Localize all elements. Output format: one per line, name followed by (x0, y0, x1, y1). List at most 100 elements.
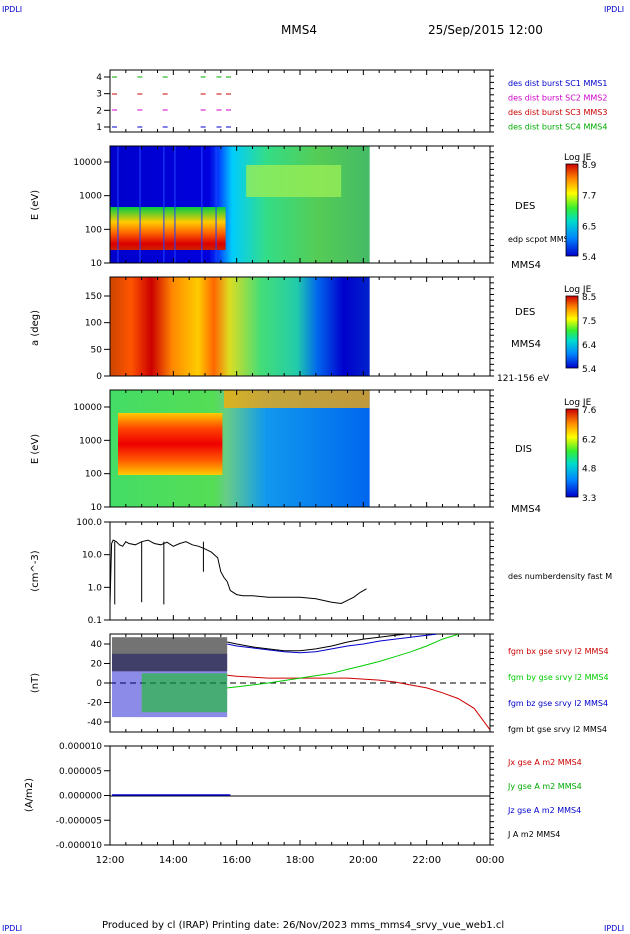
des-energy-colorbar-label: 6.5 (582, 222, 596, 232)
burst-ytick-label: 3 (96, 90, 102, 100)
density-ylabel: (cm^-3) (30, 550, 41, 591)
current-legend-entry: Jx gse A m2 MMS4 (507, 758, 582, 767)
des-energy-ytick-label: 10000 (73, 158, 102, 168)
des-pitch-ytick-label: 0 (96, 372, 102, 382)
corner-label-bottom-left: IPDLI (2, 924, 22, 933)
time-axis-label: 18:00 (286, 855, 315, 866)
current-ylabel: (A/m2) (24, 778, 35, 812)
time-axis-label: 12:00 (96, 855, 125, 866)
des-pitch-ytick-label: 50 (91, 345, 103, 355)
corner-label-top-right: IPDLI (604, 5, 624, 14)
dis-energy-colorbar-title: Log JE (564, 398, 592, 408)
fgm-ytick-label: 20 (91, 660, 103, 670)
des-energy-band (110, 207, 226, 250)
fgm-series (227, 633, 437, 654)
corner-label-bottom-right: IPDLI (604, 924, 624, 933)
density-ytick-label: 10.0 (82, 551, 102, 561)
dis-energy-top-band (224, 390, 370, 408)
des-energy-ytick-label: 100 (85, 225, 102, 235)
datetime-title: 25/Sep/2015 12:00 (428, 23, 543, 37)
des-energy-hot-region (246, 165, 342, 197)
current-ytick-label: -0.000010 (56, 841, 102, 851)
dis-energy-bottom-label: MMS4 (511, 504, 541, 515)
des-energy-bottom-label: MMS4 (511, 260, 541, 271)
density-series (109, 539, 367, 605)
des-energy-colorbar-title: Log JE (564, 153, 592, 163)
time-axis-label: 22:00 (412, 855, 441, 866)
time-axis-label: 16:00 (222, 855, 251, 866)
burst-ytick-label: 4 (96, 73, 102, 83)
dis-energy-band (118, 413, 223, 475)
density-legend: des numberdensity fast M (508, 572, 612, 581)
burst-legend-entry: des dist burst SC1 MMS1 (508, 79, 607, 88)
des-pitch-colorbar-title: Log JE (564, 285, 592, 295)
burst-legend-entry: des dist burst SC4 MMS4 (508, 123, 607, 132)
time-axis-label: 20:00 (349, 855, 378, 866)
fgm-noise-by (141, 673, 228, 713)
des-energy-aux-label: edp scpot MMS4 (508, 235, 574, 244)
fgm-series (227, 633, 459, 689)
burst-legend-entry: des dist burst SC3 MMS3 (508, 108, 607, 117)
footer-text: Produced by cl (IRAP) Printing date: 26/… (102, 920, 504, 931)
dis-energy-colorbar-label: 4.8 (582, 465, 597, 475)
current-ytick-label: 0.000010 (59, 742, 102, 752)
dis-energy-ytick-label: 100 (85, 470, 102, 480)
density-frame (109, 521, 491, 621)
fgm-series (227, 674, 491, 731)
density-ytick-label: 100.0 (76, 518, 102, 528)
current-legend-entry: Jz gse A m2 MMS4 (507, 806, 581, 815)
des-pitch-label: DES (515, 307, 535, 318)
current-ytick-label: 0.000005 (59, 767, 102, 777)
dis-energy-ytick-label: 1000 (79, 436, 102, 446)
dis-energy-ylabel: E (eV) (30, 434, 41, 464)
des-pitch-colorbar-label: 5.4 (582, 365, 597, 375)
des-energy-colorbar (565, 163, 579, 257)
burst-frame (109, 69, 491, 133)
des-pitch-colorbar-label: 8.5 (582, 293, 596, 303)
dis-energy-colorbar (565, 408, 579, 498)
density-ytick-label: 1.0 (88, 583, 103, 593)
dis-energy-colorbar-label: 7.6 (582, 406, 597, 416)
fgm-ytick-label: 40 (91, 640, 103, 650)
density-ytick-label: 0.1 (88, 616, 102, 626)
current-legend-entry: Jy gse A m2 MMS4 (507, 782, 582, 791)
des-pitch-heatmap (110, 277, 370, 376)
des-pitch-ylabel: a (deg) (30, 310, 41, 346)
des-pitch-ytick-label: 100 (85, 319, 102, 329)
spacecraft-title: MMS4 (281, 23, 317, 37)
dis-energy-label: DIS (515, 444, 532, 455)
fgm-legend-entry: fgm bt gse srvy l2 MMS4 (508, 725, 607, 734)
burst-legend-entry: des dist burst SC2 MMS2 (508, 94, 607, 103)
time-axis-label: 14:00 (159, 855, 188, 866)
fgm-legend-entry: fgm bz gse srvy l2 MMS4 (508, 699, 608, 708)
fgm-ytick-label: -20 (87, 699, 102, 709)
dis-energy-colorbar-label: 6.2 (582, 435, 596, 445)
fgm-ylabel: (nT) (30, 673, 41, 693)
fgm-legend-entry: fgm by gse srvy l2 MMS4 (508, 673, 609, 682)
dis-energy-ytick-label: 10000 (73, 403, 102, 413)
fgm-series (227, 633, 405, 652)
dis-energy-colorbar-label: 3.3 (582, 494, 596, 504)
current-ytick-label: 0.000000 (59, 792, 102, 802)
des-energy-ytick-label: 10 (91, 259, 103, 269)
fgm-ytick-label: -40 (87, 718, 102, 728)
fgm-ytick-label: 0 (96, 679, 102, 689)
des-pitch-bottom-label: 121-156 eV (497, 374, 550, 384)
current-legend-entry: J A m2 MMS4 (507, 830, 560, 839)
des-energy-ytick-label: 1000 (79, 192, 102, 202)
corner-label-top-left: IPDLI (2, 5, 22, 14)
des-pitch-colorbar-label: 7.5 (582, 317, 596, 327)
des-energy-colorbar-label: 8.9 (582, 161, 597, 171)
burst-ytick-label: 1 (96, 123, 102, 133)
des-pitch-colorbar (565, 295, 579, 369)
des-energy-label: DES (515, 201, 535, 212)
fgm-noise-bt (112, 637, 228, 672)
dis-energy-ytick-label: 10 (91, 503, 103, 513)
des-pitch-ytick-label: 150 (85, 292, 102, 302)
time-axis-label: 00:00 (476, 855, 505, 866)
des-pitch-aux-label: MMS4 (511, 339, 541, 350)
des-energy-ylabel: E (eV) (30, 190, 41, 220)
des-energy-colorbar-label: 7.7 (582, 192, 596, 202)
